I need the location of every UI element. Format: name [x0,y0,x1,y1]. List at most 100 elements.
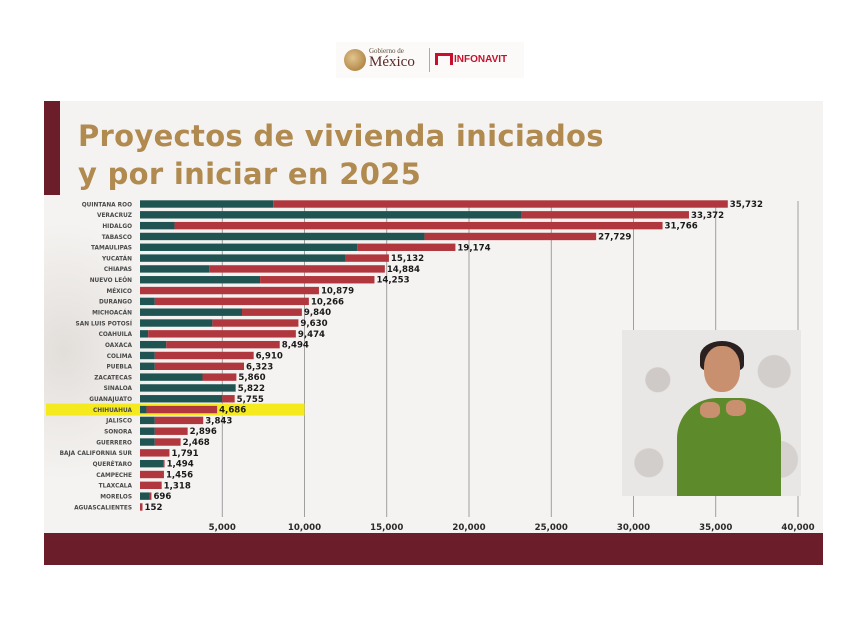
bar-chart: QUINTANA ROO 35,732 VERACRUZ 33,372 HIDALGO 3… [46,200,815,533]
bar-por-iniciar [140,481,162,490]
value-label: 15,132 [391,254,424,264]
category-label: MORELOS [100,494,132,500]
bar-iniciados [140,276,261,284]
bar-por-iniciar [212,319,299,327]
value-label: 6,910 [256,351,283,361]
bar-iniciados [140,395,223,403]
category-label: GUERRERO [96,440,132,446]
bar-por-iniciar [154,438,181,446]
category-label: AGUASCALIENTES [74,505,132,511]
value-label: 10,266 [311,297,344,307]
value-label: 5,860 [238,373,265,383]
infonavit-label: INFONAVIT [454,54,508,65]
bar-por-iniciar [140,503,143,511]
category-label: COAHUILA [99,332,133,338]
category-label: ZACATECAS [94,375,132,381]
slide-title: Proyectos de vivienda iniciados y por in… [78,117,604,193]
value-label: 1,791 [171,449,198,459]
interpreter-right-hand [726,400,746,416]
bar-por-iniciar [357,243,456,251]
x-tick-label: 35,000 [699,523,732,533]
logo-divider [429,48,430,72]
bar-iniciados [140,340,167,349]
interpreter-left-hand [700,402,720,418]
value-label: 9,630 [300,319,327,329]
value-label: 35,732 [730,200,763,210]
bar-por-iniciar [273,200,728,208]
value-label: 31,766 [665,222,698,232]
category-label: NUEVO LEÓN [90,277,132,284]
bar-iniciados [140,459,164,468]
value-label: 8,494 [282,341,309,351]
bar-por-iniciar [154,351,254,360]
bar-por-iniciar [222,395,235,403]
x-tick-label: 25,000 [535,523,568,533]
bar-por-iniciar [209,265,385,273]
category-label: CHIAPAS [104,267,132,273]
value-label: 2,468 [183,438,210,448]
value-label: 152 [145,503,163,513]
x-tick-label: 10,000 [288,523,321,533]
bar-iniciados [140,254,346,262]
value-label: 1,456 [166,471,193,481]
bar-por-iniciar [140,449,170,457]
value-label: 1,318 [164,481,191,491]
bar-por-iniciar [149,492,152,500]
x-tick-label: 30,000 [617,523,650,533]
bar-iniciados [140,438,155,446]
bar-por-iniciar [154,297,309,306]
bar-por-iniciar [148,330,296,338]
bar-iniciados [140,265,210,273]
logo-bar: Gobierno de México INFONAVIT [336,42,524,78]
value-label: 19,174 [457,243,490,253]
value-label: 696 [153,492,171,502]
bar-iniciados [140,416,155,425]
category-label: TLAXCALA [99,484,133,490]
x-tick-label: 5,000 [209,523,236,533]
category-label: MÉXICO [106,287,132,295]
value-label: 1,494 [167,460,194,470]
bar-por-iniciar [260,276,375,284]
bar-por-iniciar [140,470,164,479]
x-tick-label: 40,000 [781,523,814,533]
value-label: 6,323 [246,362,273,372]
bar-iniciados [140,221,175,230]
bar-iniciados [140,384,236,392]
category-label: GUANAJUATO [89,397,132,403]
category-label: QUINTANA ROO [82,202,132,208]
category-label: JALISCO [105,419,132,425]
bar-iniciados [140,362,155,370]
category-label: MICHOACÁN [92,310,132,317]
interpreter-face [704,346,740,392]
bar-por-iniciar [146,405,218,414]
category-label: PUEBLA [106,365,132,371]
bar-por-iniciar [424,232,597,241]
category-label: CHIHUAHUA [93,408,133,414]
category-label: SAN LUIS POTOSÍ [76,319,132,327]
category-label: HIDALGO [102,224,132,230]
value-label: 10,879 [321,287,354,297]
bar-por-iniciar [202,373,237,381]
category-label: TABASCO [102,235,132,241]
slide-accent-bar [44,101,60,195]
category-label: TAMAULIPAS [91,246,132,252]
bar-por-iniciar [154,427,188,435]
bar-por-iniciar [166,340,280,349]
bar-iniciados [140,373,203,381]
value-label: 5,755 [237,395,264,405]
bar-iniciados [140,405,147,414]
x-tick-label: 15,000 [370,523,403,533]
bar-iniciados [140,211,522,219]
category-label: DURANGO [99,300,132,306]
bar-iniciados [140,427,155,435]
bar-por-iniciar [241,308,302,316]
bar-por-iniciar [154,362,245,370]
bar-iniciados [140,200,274,208]
bar-iniciados [140,308,242,316]
value-label: 2,896 [190,427,217,437]
sign-language-interpreter-video [622,330,801,496]
slide-title-line2: y por iniciar en 2025 [78,157,422,191]
value-label: 5,822 [238,384,265,394]
bar-por-iniciar [521,211,689,219]
gobierno-label: Gobierno de [369,47,404,55]
